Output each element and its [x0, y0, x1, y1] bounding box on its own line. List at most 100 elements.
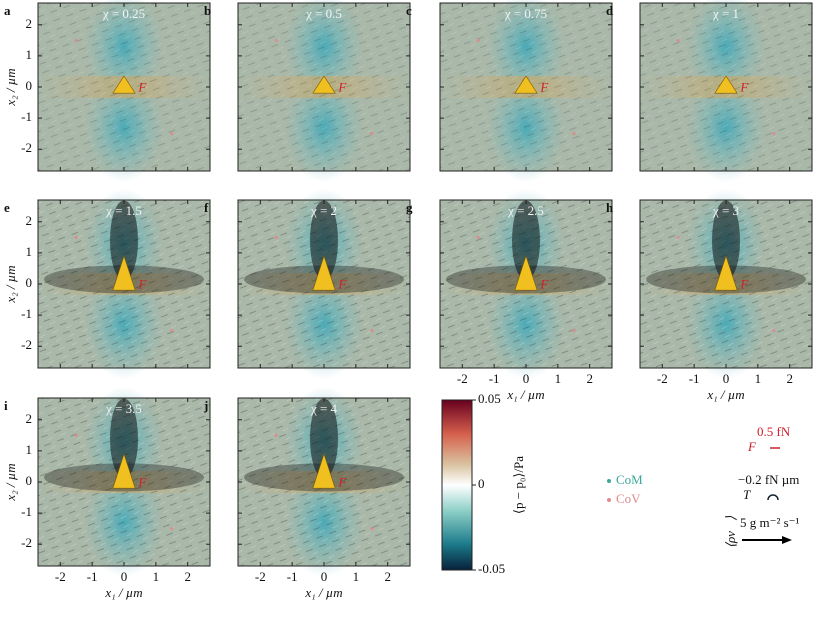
x-tick-label: -2: [457, 371, 468, 386]
panel: F⃗ c χ = 0.75: [406, 0, 613, 183]
panel-title: χ = 1: [712, 6, 739, 21]
flux-top: [712, 200, 740, 281]
flux-top: [310, 398, 338, 479]
x-tick-label: -1: [689, 371, 700, 386]
y-tick-label: -1: [21, 306, 32, 321]
swimmer: [112, 75, 136, 94]
com-marker: [74, 433, 78, 437]
com-marker: [74, 38, 78, 42]
flux-top: [512, 200, 540, 281]
flux-top: [110, 398, 138, 479]
panel: F⃗ -2 -1 0 1 2 -2 -1 0 1 2 x₁ / µm x₂ / µm i χ = 3.5: [3, 386, 211, 600]
y-tick-label: 2: [26, 213, 33, 228]
force-symbol: F⃗: [539, 277, 558, 292]
com-marker: [274, 433, 278, 437]
swimmer: [714, 255, 738, 291]
x-tick-label: 2: [184, 569, 191, 584]
panel-title: χ = 2.5: [507, 203, 544, 218]
y-axis-label: x₂ / µm: [3, 68, 18, 106]
swimmer: [312, 255, 336, 291]
panel: F⃗ -2 -1 0 1 2 x₂ / µm e χ = 1.5: [3, 188, 211, 380]
com-marker: [274, 235, 278, 239]
cov-marker: [572, 132, 576, 136]
panel: F⃗ f χ = 2: [204, 188, 411, 380]
swimmer: [514, 75, 538, 94]
panel-title: χ = 1.5: [105, 203, 142, 218]
x-tick-label: 2: [586, 371, 593, 386]
force-symbol: F⃗: [337, 475, 356, 490]
cov-marker: [772, 329, 776, 333]
force-scale: 0.5 fN: [757, 424, 791, 439]
force-symbol: F⃗: [137, 80, 156, 95]
force-symbol: F⃗: [739, 277, 758, 292]
x-tick-label: 2: [786, 371, 793, 386]
cov-marker: [170, 329, 174, 333]
colorbar: [441, 399, 473, 571]
com-marker: [74, 235, 78, 239]
panel: F⃗ b χ = 0.5: [204, 0, 411, 183]
panel-label: c: [406, 3, 412, 18]
x-tick-label: -1: [287, 569, 298, 584]
x-tick-label: 1: [555, 371, 562, 386]
force-symbol: F⃗: [337, 80, 356, 95]
flux-symbol: ⟨ρv⃗⟩: [723, 516, 738, 548]
panel-label: a: [4, 3, 11, 18]
x-tick-label: 1: [353, 569, 360, 584]
y-tick-label: 2: [26, 411, 33, 426]
com-marker: [476, 235, 480, 239]
x-tick-label: 0: [121, 569, 128, 584]
cov-marker: [572, 329, 576, 333]
colorbar-tick-label: 0.05: [478, 391, 501, 406]
com-marker: [274, 38, 278, 42]
x-tick-label: 1: [755, 371, 762, 386]
cov-marker: [170, 132, 174, 136]
x-tick-label: 2: [384, 569, 391, 584]
panel-label: d: [606, 3, 614, 18]
com-marker: [676, 235, 680, 239]
panel-title: χ = 0.25: [102, 6, 145, 21]
y-axis-label: x₂ / µm: [3, 463, 18, 501]
panel: F⃗ -2 -1 0 1 2 x₁ / µm g χ = 2.5: [406, 188, 613, 402]
y-tick-label: 0: [26, 473, 33, 488]
force-symbol: F⃗: [747, 439, 766, 454]
cov-marker: [370, 527, 374, 531]
cov-label: CoV: [616, 491, 641, 506]
com-marker: [476, 38, 480, 42]
swimmer: [112, 453, 136, 489]
x-axis-label: x₁ / µm: [104, 585, 142, 600]
x-tick-label: 0: [321, 569, 328, 584]
x-tick-label: 0: [723, 371, 730, 386]
panel: F⃗ -2 -1 0 1 2 x₁ / µm h χ = 3: [606, 188, 813, 402]
y-tick-label: -2: [21, 140, 32, 155]
y-tick-label: 1: [26, 244, 33, 259]
x-tick-label: -1: [87, 569, 98, 584]
x-tick-label: -2: [255, 569, 266, 584]
force-symbol: F⃗: [137, 277, 156, 292]
panel-label: g: [406, 200, 413, 215]
torque-symbol: T: [743, 487, 751, 502]
y-axis-label: x₂ / µm: [3, 265, 18, 303]
torque-scale: −0.2 fN µm: [738, 472, 799, 487]
y-tick-label: -1: [21, 109, 32, 124]
x-tick-label: -2: [55, 569, 66, 584]
panel: F⃗ -2 -1 0 1 2 x₁ / µm j χ = 4: [203, 386, 411, 600]
panel-title: χ = 0.5: [305, 6, 342, 21]
x-tick-label: 0: [523, 371, 530, 386]
force-symbol: F⃗: [539, 80, 558, 95]
panel-title: χ = 2: [310, 203, 337, 218]
x-tick-label: 1: [153, 569, 160, 584]
y-tick-label: 1: [26, 442, 33, 457]
cov-marker: [772, 132, 776, 136]
force-symbol: F⃗: [739, 80, 758, 95]
colorbar-label: ⟨p − p₀⟩/Pa: [511, 456, 526, 514]
colorbar-tick-label: -0.05: [478, 561, 505, 576]
com-label: CoM: [616, 472, 643, 487]
panel-label: i: [4, 398, 8, 413]
x-axis-label: x₁ / µm: [506, 387, 544, 402]
y-tick-label: -2: [21, 337, 32, 352]
swimmer: [312, 453, 336, 489]
y-tick-label: 0: [26, 78, 33, 93]
cov-marker: [370, 132, 374, 136]
x-axis-label: x₁ / µm: [706, 387, 744, 402]
